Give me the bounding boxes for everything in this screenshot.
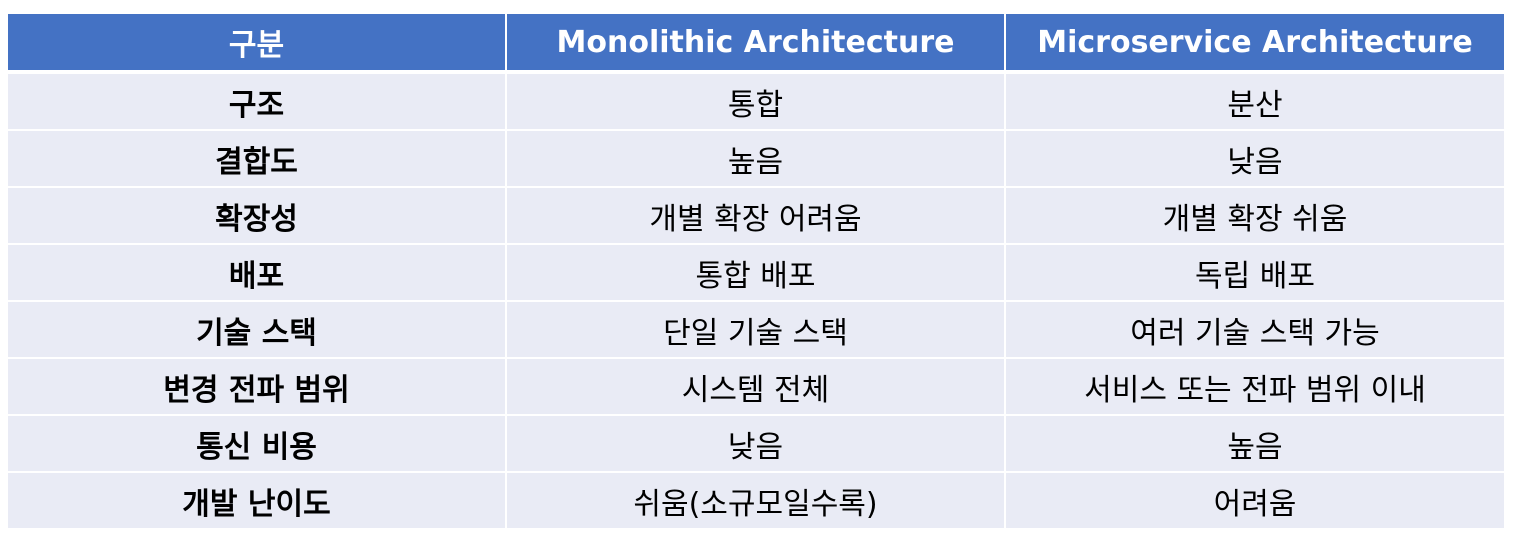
monolithic-cell: 단일 기술 스택	[506, 301, 1006, 359]
table-row: 배포 통합 배포 독립 배포	[8, 244, 1504, 302]
table-row: 결합도 높음 낮음	[8, 130, 1504, 188]
header-row: 구분 Monolithic Architecture Microservice …	[8, 14, 1504, 74]
microservice-cell: 어려움	[1005, 472, 1504, 528]
table-row: 확장성 개별 확장 어려움 개별 확장 쉬움	[8, 187, 1504, 245]
row-label: 개발 난이도	[8, 472, 507, 528]
architecture-comparison-table: 구분 Monolithic Architecture Microservice …	[8, 14, 1504, 528]
table-row: 개발 난이도 쉬움(소규모일수록) 어려움	[8, 472, 1504, 528]
monolithic-cell: 낮음	[506, 415, 1006, 473]
table-row: 구조 통합 분산	[8, 72, 1504, 131]
monolithic-cell: 개별 확장 어려움	[506, 187, 1006, 245]
microservice-cell: 낮음	[1005, 130, 1504, 188]
microservice-cell: 서비스 또는 전파 범위 이내	[1005, 358, 1504, 416]
microservice-cell: 개별 확장 쉬움	[1005, 187, 1504, 245]
microservice-cell: 분산	[1005, 72, 1504, 131]
microservice-cell: 높음	[1005, 415, 1504, 473]
monolithic-cell: 통합	[506, 72, 1006, 131]
monolithic-cell: 시스템 전체	[506, 358, 1006, 416]
table-row: 통신 비용 낮음 높음	[8, 415, 1504, 473]
header-monolithic: Monolithic Architecture	[506, 14, 1006, 74]
row-label: 결합도	[8, 130, 507, 188]
header-microservice: Microservice Architecture	[1005, 14, 1504, 74]
table-row: 변경 전파 범위 시스템 전체 서비스 또는 전파 범위 이내	[8, 358, 1504, 416]
row-label: 통신 비용	[8, 415, 507, 473]
comparison-table-container: 구분 Monolithic Architecture Microservice …	[8, 14, 1504, 528]
row-label: 기술 스택	[8, 301, 507, 359]
header-category: 구분	[8, 14, 507, 74]
monolithic-cell: 높음	[506, 130, 1006, 188]
table-body: 구조 통합 분산 결합도 높음 낮음 확장성 개별 확장 어려움 개별 확장 쉬…	[8, 72, 1504, 528]
monolithic-cell: 통합 배포	[506, 244, 1006, 302]
monolithic-cell: 쉬움(소규모일수록)	[506, 472, 1006, 528]
table-header: 구분 Monolithic Architecture Microservice …	[8, 14, 1504, 74]
row-label: 확장성	[8, 187, 507, 245]
microservice-cell: 여러 기술 스택 가능	[1005, 301, 1504, 359]
microservice-cell: 독립 배포	[1005, 244, 1504, 302]
row-label: 변경 전파 범위	[8, 358, 507, 416]
table-row: 기술 스택 단일 기술 스택 여러 기술 스택 가능	[8, 301, 1504, 359]
row-label: 배포	[8, 244, 507, 302]
row-label: 구조	[8, 72, 507, 131]
